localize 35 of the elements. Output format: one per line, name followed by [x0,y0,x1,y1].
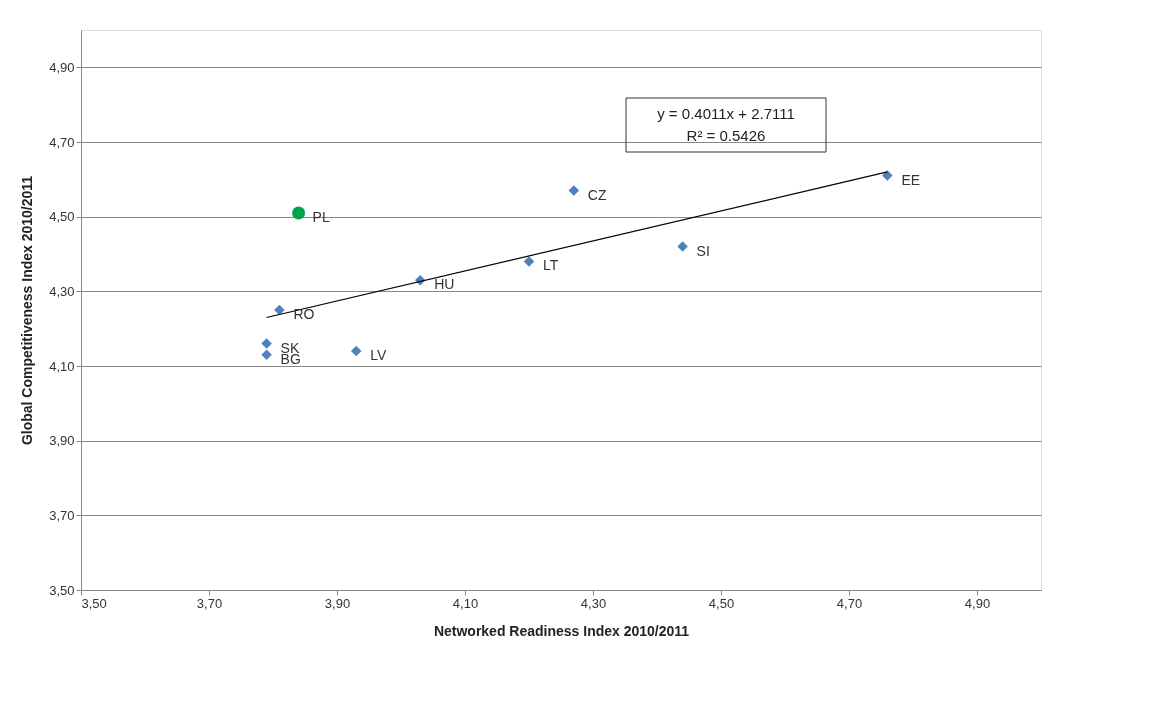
point [882,170,893,181]
point [350,345,362,357]
y-tick-label: 4,50 [49,209,75,225]
annotation: HU [434,276,455,293]
x-tick-label: 4,70 [836,595,863,611]
x-tick-label: 4,10 [452,595,479,611]
annotation: R² = 0.5426 [686,127,766,144]
y-tick-label: 3,90 [49,433,75,449]
point [568,185,580,196]
annotation: EE [901,171,921,188]
y-tick-label: 4,90 [49,59,75,75]
point [261,349,272,361]
y-tick-label: 3,70 [49,507,75,523]
point [677,241,688,252]
y-tick-label: 4,10 [49,358,75,374]
annotation: LT [543,257,559,274]
point [523,256,535,267]
annotation: SI [696,242,710,259]
x-tick-label: 4,50 [708,595,735,611]
x-tick-label: 3,50 [81,595,107,611]
annotation: LV [370,347,387,364]
x-tick-label: 3,70 [196,595,223,611]
y-axis-title: Global Competitiveness Index 2010/2011 [19,175,36,446]
y-tick-label: 4,30 [49,283,75,299]
x-tick-label: 4,90 [964,595,991,611]
y-tick-label: 3,50 [49,582,75,598]
y-tick-label: 4,70 [49,134,75,150]
annotation: RO [293,306,315,322]
x-tick-label: 4,30 [580,595,607,611]
x-axis-title: Networked Readiness Index 2010/2011 [433,622,690,639]
point [292,206,306,220]
x-tick-label: 3,90 [324,595,351,611]
point [261,338,272,349]
annotation: CZ [587,186,607,203]
annotation: y = 0.4011x + 2.7111 [657,105,795,122]
